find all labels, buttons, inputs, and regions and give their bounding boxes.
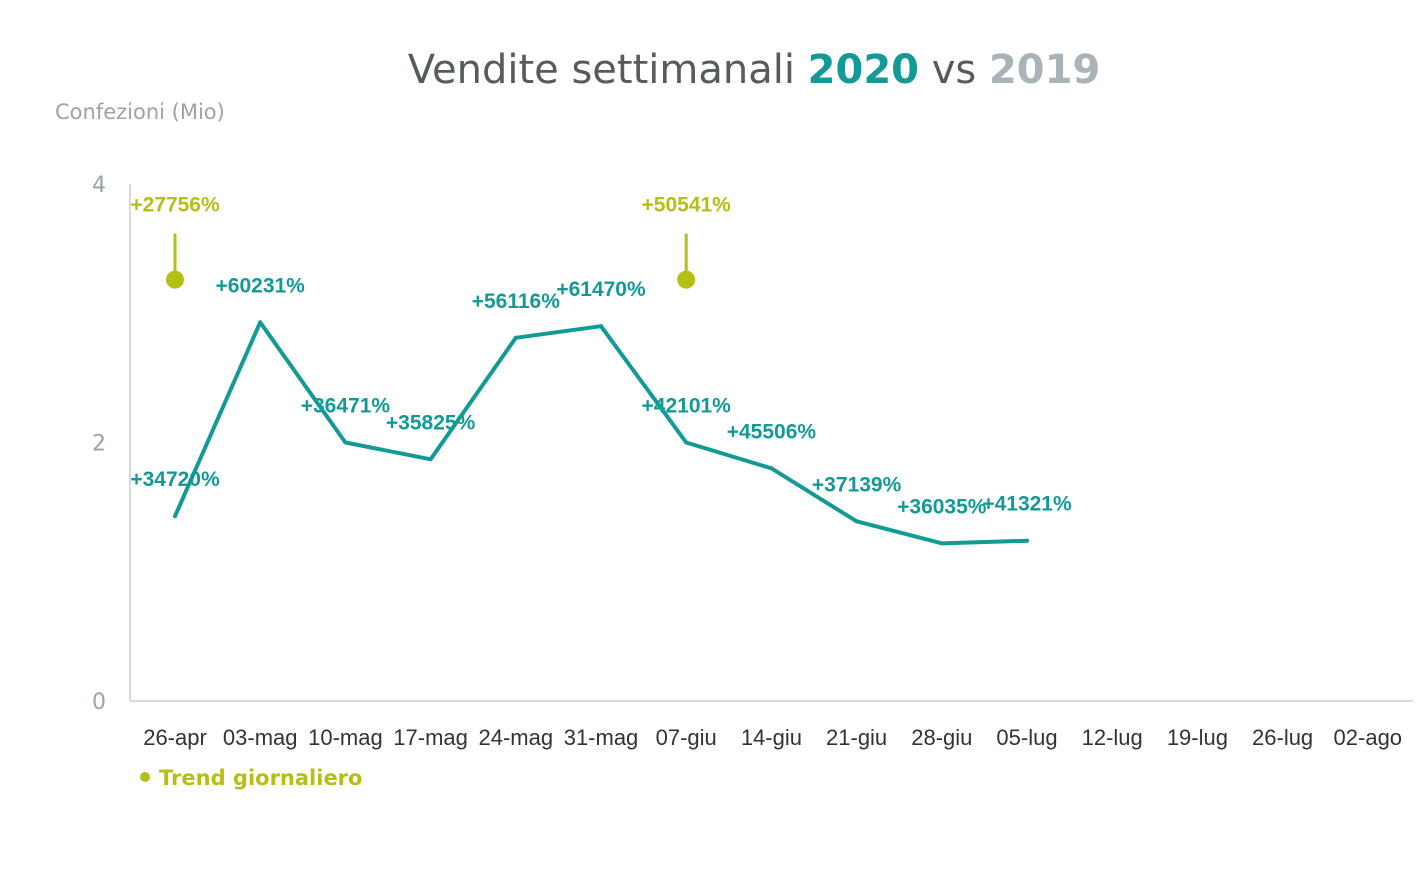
x-tick-label: 26-apr: [143, 725, 207, 750]
data-label: +34720%: [130, 468, 220, 491]
marker-label: +50541%: [642, 194, 732, 217]
data-label-layer: +34720% +60231% +36471%+35825% +56116%+6147…: [130, 274, 1072, 518]
x-tick-label: 03-mag: [223, 725, 298, 750]
y-tick-label: 2: [92, 432, 106, 457]
axes: [129, 184, 1413, 702]
x-tick-label: 31-mag: [564, 725, 639, 750]
data-label: +56116%: [472, 290, 561, 313]
x-tick-label: 28-giu: [911, 725, 972, 750]
y-tick-label: 4: [92, 173, 106, 198]
marker-label: +27756%: [130, 194, 220, 217]
data-label: +41321%: [982, 493, 1072, 516]
marker-layer: +27756% +50541%: [130, 194, 731, 289]
data-point: [599, 324, 603, 329]
x-tick-label: 26-lug: [1252, 725, 1313, 750]
series-layer: [173, 320, 1029, 546]
data-label: +45506%: [727, 420, 817, 443]
data-point: [173, 514, 177, 519]
data-label: +61470%: [556, 278, 646, 301]
x-tick-label: 02-ago: [1334, 725, 1403, 750]
x-tick-label: 07-giu: [656, 725, 717, 750]
data-point: [258, 320, 263, 325]
title-vs: vs: [932, 47, 977, 93]
x-tick-label: 12-lug: [1082, 725, 1143, 750]
x-tick-label: 21-giu: [826, 725, 887, 750]
data-point: [1025, 538, 1029, 543]
title-year-2020: 2020: [808, 47, 919, 93]
data-point: [684, 440, 689, 445]
data-point: [343, 440, 348, 445]
x-tick-label: 17-mag: [393, 725, 468, 750]
y-tick-label: 0: [92, 690, 106, 715]
data-point: [513, 335, 518, 340]
data-point: [769, 466, 774, 471]
data-point: [854, 519, 859, 524]
data-label: +36471%: [301, 395, 391, 418]
legend-dot-icon: [140, 772, 150, 782]
x-tick-label: 24-mag: [479, 725, 554, 750]
x-tick-label: 14-giu: [741, 725, 802, 750]
x-tick-label: 19-lug: [1167, 725, 1228, 750]
chart-title: Vendite settimanali 2020 vs 2019: [408, 47, 1101, 93]
x-tick-label: 05-lug: [996, 725, 1057, 750]
data-label: +42101%: [642, 395, 732, 418]
data-label: +35825%: [386, 411, 476, 434]
data-label: +36035%: [897, 495, 987, 518]
data-label: +37139%: [812, 473, 902, 496]
data-point: [428, 457, 433, 462]
data-label: +60231%: [216, 274, 306, 297]
legend-label: Trend giornaliero: [159, 766, 362, 790]
data-point: [939, 541, 944, 546]
tick-labels: 0 2 4 26-apr 03-mag 10-mag 17-mag 24-mag 31-mag 0…: [92, 173, 1402, 750]
x-tick-label: 10-mag: [308, 725, 383, 750]
marker-dot: [677, 270, 696, 289]
legend: Trend giornaliero: [140, 766, 362, 790]
y-axis-label: Confezioni (Mio): [55, 100, 225, 124]
title-year-2019: 2019: [989, 47, 1100, 93]
marker-dot: [166, 270, 184, 289]
title-main: Vendite settimanali: [408, 47, 795, 93]
